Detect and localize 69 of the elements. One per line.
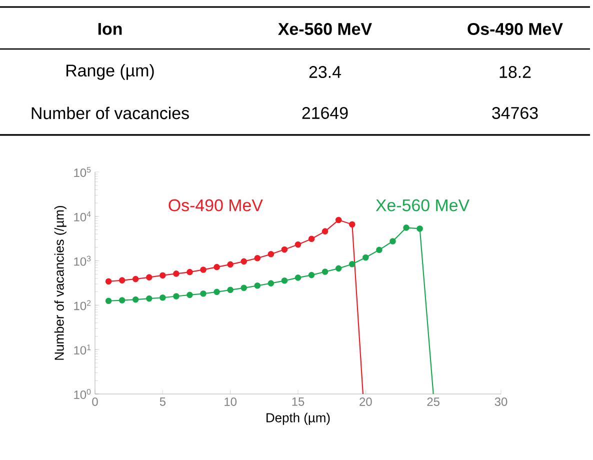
y-tick-label: 10$^{3}$ bbox=[74, 256, 91, 266]
point bbox=[240, 284, 248, 292]
x-tick-label: 10 bbox=[224, 398, 237, 406]
point bbox=[281, 246, 288, 253]
point bbox=[146, 274, 152, 280]
x-tick-label: 30 bbox=[494, 398, 508, 406]
point bbox=[335, 216, 342, 224]
x-tick-label: 15 bbox=[292, 398, 304, 406]
text: Ion bbox=[98, 23, 122, 35]
point bbox=[322, 268, 328, 275]
point bbox=[308, 272, 315, 278]
point bbox=[118, 277, 126, 284]
point bbox=[173, 293, 180, 300]
text: Os-490 MeV bbox=[468, 22, 563, 35]
y-tick-label: 10$^{4}$ bbox=[74, 211, 91, 222]
point bbox=[200, 290, 206, 297]
series-label: Xe-560 MeV bbox=[376, 199, 470, 212]
text: Number of vacancies bbox=[32, 106, 189, 120]
y-tick-label: 10$^{5}$ bbox=[74, 167, 91, 177]
point bbox=[227, 261, 234, 268]
text: Os-490 MeV bbox=[168, 199, 263, 212]
point bbox=[403, 224, 410, 231]
text: 21649 bbox=[302, 106, 348, 119]
point bbox=[254, 254, 261, 262]
point bbox=[294, 241, 302, 248]
y-tick-label: 10$^{1}$ bbox=[74, 344, 91, 355]
point bbox=[214, 288, 220, 296]
point bbox=[160, 294, 166, 301]
text: 23.4 bbox=[309, 66, 341, 78]
x-tick-label: 25 bbox=[427, 398, 440, 406]
text: Range (µm) bbox=[66, 64, 154, 80]
point bbox=[132, 296, 139, 303]
point bbox=[132, 276, 139, 282]
y-tick-label: 10$^{0}$ bbox=[74, 388, 91, 399]
point bbox=[268, 251, 274, 258]
point bbox=[118, 297, 126, 304]
point bbox=[348, 260, 356, 268]
point bbox=[376, 246, 382, 254]
point bbox=[254, 282, 261, 289]
point bbox=[390, 238, 396, 244]
point bbox=[416, 226, 423, 232]
text: 18.2 bbox=[500, 66, 531, 78]
point bbox=[348, 221, 356, 228]
point bbox=[227, 286, 234, 294]
point bbox=[160, 272, 166, 278]
y-tick-label: 10$^{2}$ bbox=[74, 300, 91, 310]
point bbox=[362, 254, 369, 261]
point bbox=[186, 268, 193, 276]
text: Xe-560 MeV bbox=[278, 22, 372, 35]
point bbox=[173, 270, 180, 277]
point bbox=[105, 298, 112, 304]
text: 34763 bbox=[492, 106, 538, 119]
point bbox=[335, 265, 342, 272]
x-tick-label: 0 bbox=[92, 398, 98, 406]
x-tick-label: 20 bbox=[360, 398, 372, 406]
point bbox=[294, 274, 302, 281]
point bbox=[268, 280, 274, 286]
y-axis-title: Number of vacancies (/µm) bbox=[54, 206, 66, 360]
x-tick-label: 5 bbox=[160, 398, 166, 406]
point bbox=[214, 264, 220, 270]
point bbox=[146, 295, 152, 302]
point bbox=[240, 258, 248, 265]
point bbox=[281, 277, 288, 284]
point bbox=[186, 292, 193, 298]
point bbox=[105, 278, 112, 285]
point bbox=[322, 228, 328, 234]
point bbox=[308, 236, 315, 242]
point bbox=[200, 266, 206, 273]
x-axis-title: Depth (µm) bbox=[266, 412, 330, 425]
